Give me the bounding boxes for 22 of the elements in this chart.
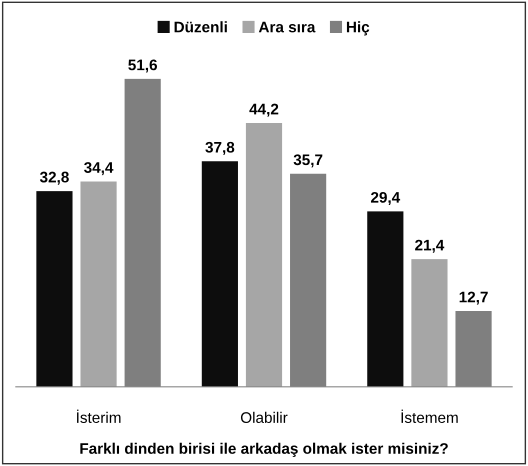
x-tick-label: İsterim xyxy=(77,410,120,423)
data-label: 21,4 xyxy=(415,240,444,253)
legend-label: Düzenli xyxy=(174,21,227,32)
bar xyxy=(202,161,238,387)
x-tick-label: İstemem xyxy=(402,410,458,423)
data-label: 37,8 xyxy=(205,142,234,155)
bar xyxy=(411,259,448,387)
bar xyxy=(36,191,73,387)
x-axis-title: Farklı dinden birisi ile arkadaş olmak ister misiniz? xyxy=(80,442,448,457)
bar xyxy=(367,211,404,387)
data-label: 44,2 xyxy=(249,104,278,117)
legend-label: Hiç xyxy=(346,21,370,36)
bar xyxy=(80,182,117,387)
data-label: 32,8 xyxy=(40,172,69,185)
data-label: 51,6 xyxy=(128,59,157,73)
data-label: 29,4 xyxy=(370,192,400,205)
bar xyxy=(246,123,282,387)
legend-label: Ara sıra xyxy=(258,22,316,32)
data-label: 34,4 xyxy=(84,162,114,176)
x-tick-label: Olabilir xyxy=(240,412,288,423)
data-label: 12,7 xyxy=(460,292,488,305)
data-label: 35,7 xyxy=(294,154,322,168)
